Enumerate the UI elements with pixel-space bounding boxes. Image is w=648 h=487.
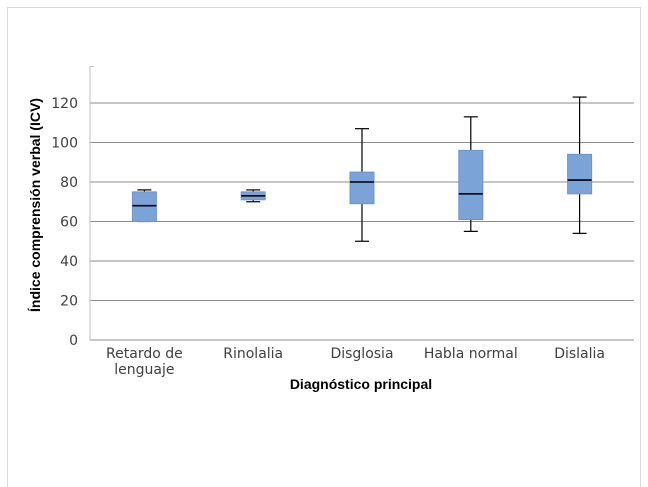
iqr-box: [349, 171, 375, 205]
category-label-line: Rinolalia: [223, 346, 283, 362]
iqr-box: [458, 149, 484, 221]
y-tick-0: 0: [69, 333, 78, 349]
category-label-3: Habla normal: [424, 346, 518, 362]
category-labels: Retardo de lenguaje Rinolalia Disglosia Habl…: [106, 346, 605, 378]
box-4: [567, 96, 593, 234]
box-2: [349, 128, 375, 242]
category-label-line: lenguaje: [114, 362, 174, 378]
box-3: [458, 116, 484, 232]
y-tick-40: 40: [60, 254, 78, 270]
box-1: [240, 189, 266, 203]
y-tick-120: 120: [51, 96, 78, 112]
boxes: [131, 96, 593, 242]
y-tick-100: 100: [51, 136, 78, 152]
y-tick-20: 20: [60, 294, 78, 310]
chart-frame: [7, 7, 641, 487]
category-label-line: Disglosia: [330, 346, 393, 362]
category-label-line: Dislalia: [554, 346, 605, 362]
iqr-box: [131, 191, 157, 222]
iqr-box: [567, 153, 593, 195]
category-label-2: Disglosia: [330, 346, 393, 362]
x-axis-title: Diagnóstico principal: [290, 376, 432, 392]
y-axis-title: Índice comprensión verbal (ICV): [27, 98, 43, 312]
category-label-line: Retardo de: [106, 346, 183, 362]
y-tick-60: 60: [60, 215, 78, 231]
category-label-4: Dislalia: [554, 346, 605, 362]
box-0: [131, 189, 157, 223]
category-label-line: Habla normal: [424, 346, 518, 362]
category-label-0: Retardo de lenguaje: [106, 346, 183, 378]
y-tick-labels: 0 20 40 60 80 100 120: [51, 96, 78, 349]
category-label-1: Rinolalia: [223, 346, 283, 362]
y-tick-80: 80: [60, 175, 78, 191]
